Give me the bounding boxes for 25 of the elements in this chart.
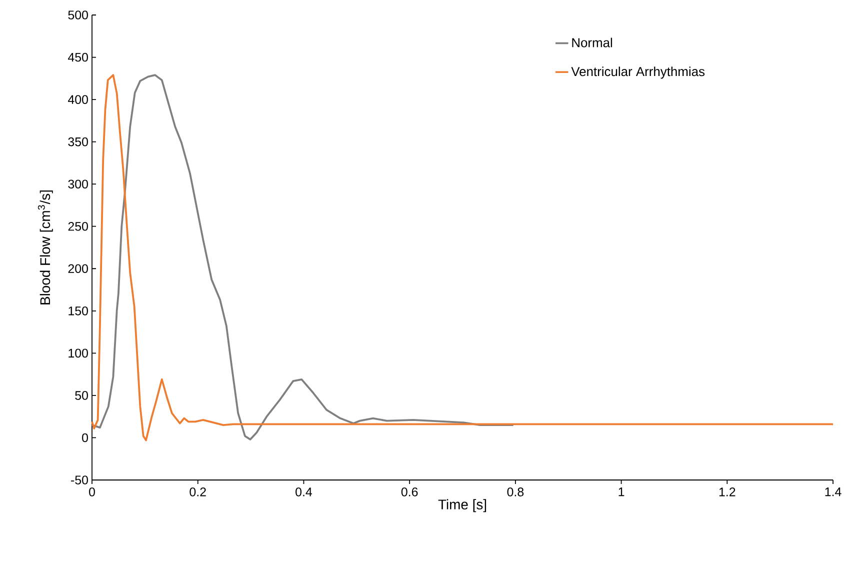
x-tick-label: 0.2 [190,488,206,496]
y-tick-label: 500 [68,10,88,20]
y-tick-label: 100 [68,348,88,358]
x-tick-label: 0.6 [401,488,418,496]
line-series [91,74,514,440]
x-tick-label: 0.4 [296,488,312,496]
x-tick-label: 1 [618,488,624,496]
y-axis-title: Blood Flow [cm$^{3}$/s] [38,190,53,304]
legend-label: Ventricular Arrhythmias [571,66,705,79]
y-tick-label: 350 [68,137,88,146]
x-tick-label: 1.4 [825,488,842,496]
x-tick-label: 0 [89,488,95,496]
y-tick-label: 0 [82,433,88,442]
x-axis-title: Time [s] [438,499,486,512]
y-tick-label: 50 [75,391,88,400]
x-tick-label: 0.8 [507,488,524,496]
x-tick-label: 1.2 [719,488,736,496]
legend-label: Normal [572,38,612,48]
y-tick-label: 450 [68,52,88,62]
y-tick-label: 200 [68,264,88,274]
y-tick-label: -50 [71,476,88,484]
y-tick-label: 250 [68,222,88,231]
y-tick-label: 300 [68,180,88,188]
y-tick-label: 400 [68,95,88,104]
y-tick-label: 150 [68,306,88,316]
